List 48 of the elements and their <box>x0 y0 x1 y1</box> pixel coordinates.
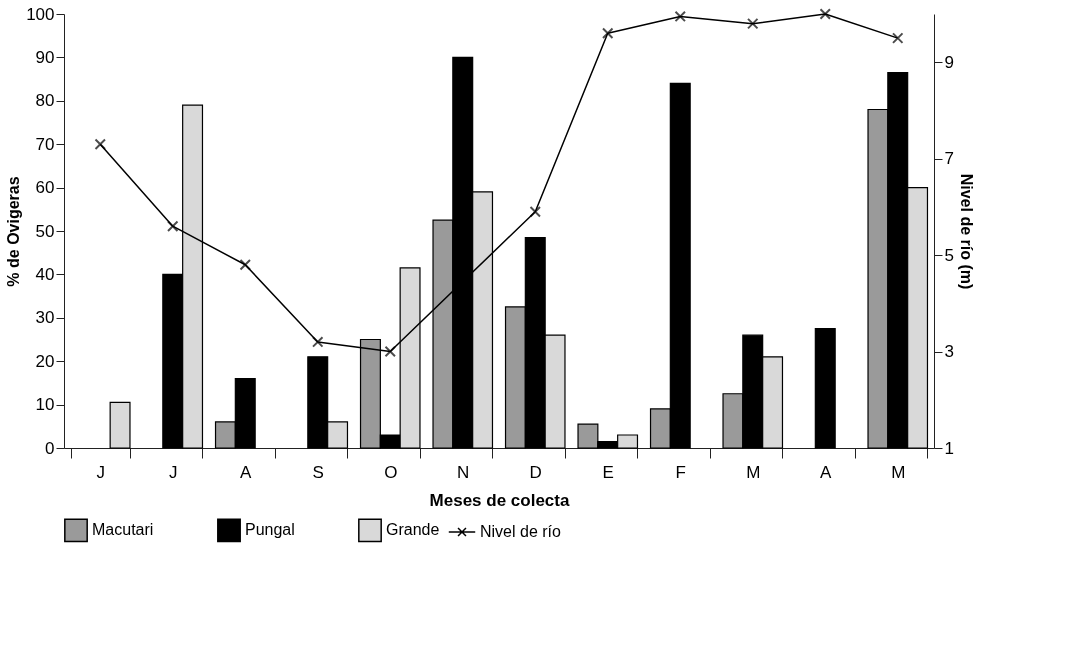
x-tick-label: S <box>312 462 324 482</box>
point <box>892 32 904 44</box>
x-tick-label: J <box>169 462 178 482</box>
x-tick-label: J <box>96 462 105 482</box>
y2-tick-label: 3 <box>944 342 954 362</box>
point <box>384 345 396 358</box>
y-axis-title: % de Ovigeras <box>5 176 23 287</box>
x-tick-label: F <box>675 462 686 482</box>
bar <box>814 328 836 449</box>
legend-label: Macutari <box>92 521 154 539</box>
x-tick-label: A <box>820 462 833 482</box>
y2-axis-title: Nivel de río (m) <box>957 173 975 290</box>
x-axis-title: Meses de colecta <box>429 490 570 510</box>
y-tick-label: 100 <box>26 4 55 24</box>
x-tick-label: E <box>602 462 614 482</box>
y-tick-label: 40 <box>35 264 55 284</box>
y2-tick-label: 5 <box>944 245 954 265</box>
point <box>602 27 614 40</box>
y2-tick-label: 1 <box>944 438 954 458</box>
x-tick-label: O <box>384 462 398 482</box>
y-tick-label: 20 <box>35 351 55 371</box>
y-tick-label: 0 <box>45 438 55 458</box>
legend-label: Grande <box>386 521 440 539</box>
y2-tick-label: 9 <box>944 52 954 72</box>
legend-label: Pungal <box>245 521 295 539</box>
point <box>747 17 759 30</box>
x-tick-label: M <box>891 462 906 482</box>
x-tick-label: N <box>457 462 470 482</box>
y-tick-label: 60 <box>35 178 55 198</box>
point <box>312 336 324 348</box>
point <box>239 259 251 271</box>
y-tick-label: 90 <box>35 47 55 67</box>
x-tick-label: M <box>746 462 761 482</box>
point <box>674 10 686 23</box>
y-tick-label: 30 <box>35 308 55 328</box>
point <box>819 8 831 20</box>
y-tick-label: 80 <box>35 91 55 111</box>
point <box>94 138 106 150</box>
point <box>167 220 179 232</box>
y2-tick-label: 7 <box>944 149 954 169</box>
bar <box>109 401 131 449</box>
legend-label: Nivel de río <box>480 523 562 540</box>
x-tick-label: D <box>529 462 542 482</box>
y-tick-label: 10 <box>35 395 55 415</box>
y-tick-label: 70 <box>35 134 55 154</box>
x-tick-label: A <box>240 462 253 482</box>
y-tick-label: 50 <box>35 221 55 241</box>
point <box>529 205 541 218</box>
